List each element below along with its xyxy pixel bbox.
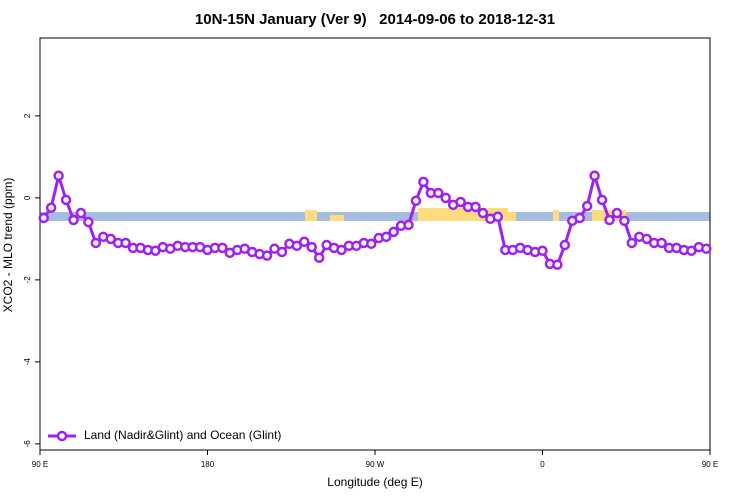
data-point [604, 214, 615, 226]
y-tick-label: 2 [23, 113, 32, 118]
data-point [626, 237, 638, 249]
data-point [596, 194, 608, 206]
data-point [336, 244, 347, 256]
data-point [492, 211, 504, 222]
data-point [552, 259, 563, 270]
y-tick-label: -2 [23, 276, 32, 284]
data-point [619, 215, 630, 227]
data-point [75, 207, 87, 219]
land-patch [330, 215, 344, 221]
data-point [366, 238, 377, 250]
y-tick-label: 0 [23, 195, 32, 200]
data-point [53, 170, 64, 181]
y-axis-label: XCO2 - MLO trend (ppm) [1, 178, 15, 313]
data-point [440, 192, 451, 204]
data-point [418, 176, 429, 188]
data-point [120, 237, 131, 249]
data-point [388, 226, 399, 238]
legend-marker [56, 430, 68, 442]
x-tick-label: 90 E [702, 460, 718, 469]
data-point [291, 240, 303, 252]
data-point [261, 250, 273, 261]
ocean-band [40, 212, 710, 221]
data-point [60, 194, 72, 206]
data-point [537, 245, 548, 257]
data-point [38, 212, 49, 224]
data-point [90, 237, 102, 249]
x-axis-label: Longitude (deg E) [327, 475, 422, 489]
data-point [470, 201, 481, 213]
data-point [581, 200, 593, 212]
data-point [403, 219, 414, 231]
legend-label: Land (Nadir&Glint) and Ocean (Glint) [84, 428, 281, 442]
data-point [217, 242, 228, 254]
land-patch [508, 212, 516, 221]
data-point [455, 196, 466, 208]
data-point [306, 241, 317, 253]
data-point [83, 216, 94, 228]
data-point [105, 233, 116, 245]
data-point [68, 214, 79, 226]
land-patch [553, 210, 559, 221]
data-point [559, 239, 571, 251]
land-patch [305, 210, 317, 221]
data-point [433, 187, 444, 199]
x-tick-label: 90 W [366, 460, 385, 469]
data-point [45, 202, 57, 213]
x-tick-label: 90 E [32, 460, 48, 469]
data-point [574, 212, 585, 224]
data-point [410, 195, 422, 207]
data-point [589, 170, 600, 181]
data-point [380, 231, 392, 243]
y-tick-label: -4 [23, 358, 32, 366]
data-point [276, 246, 288, 258]
data-point [656, 237, 667, 249]
chart-title: 10N-15N January (Ver 9) 2014-09-06 to 20… [195, 11, 555, 28]
data-point [299, 236, 310, 247]
data-point [641, 233, 652, 245]
data-point [611, 207, 623, 219]
data-point [701, 243, 712, 254]
y-tick-label: -6 [23, 440, 32, 448]
x-tick-label: 180 [201, 460, 215, 469]
x-tick-label: 0 [540, 460, 545, 469]
data-point [477, 207, 489, 219]
data-point [313, 252, 325, 263]
